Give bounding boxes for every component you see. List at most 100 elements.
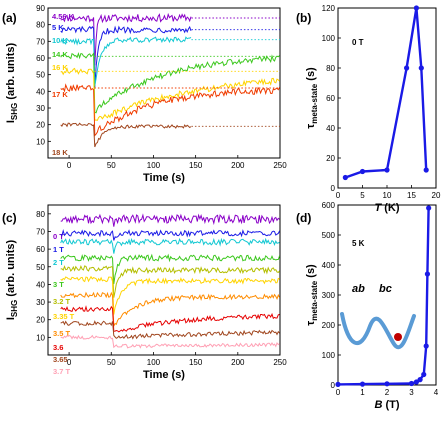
series-label: 1 T [53,245,64,254]
y-tick-label: 30 [36,104,45,113]
panel-b: 0 5 10 15 20 0 20 40 60 80 100 120 T (K) τmeta-state … [305,4,441,214]
data-point [417,377,423,383]
y-tick-label: 200 [322,321,336,330]
data-point [413,5,419,11]
series-label: 14 K [52,50,68,59]
x-tick-label: 15 [407,191,416,200]
data-point [384,381,390,387]
x-axis-label: B (T) [374,399,399,411]
series-label: 10 K [52,36,68,45]
trace-3-35-T [60,275,280,315]
series-label: 3.5 T [53,329,71,338]
plot-frame [337,204,437,386]
trace-0-T [60,213,280,227]
y-tick-label: 20 [326,154,335,163]
x-tick-label: 0 [336,388,341,397]
y-tick-label: 300 [322,291,336,300]
y-tick-label: 0 [331,184,336,193]
data-line [345,7,428,179]
x-axis-label: Time (s) [143,369,185,381]
annotation: 5 K [352,239,365,248]
ball-marker [394,333,402,341]
y-tick-label: 10 [36,137,45,146]
series-label: 3.7 T [53,367,71,376]
trace-3-2-T [60,264,280,298]
y-tick-label: 80 [36,210,45,219]
series-label: 2 T [53,258,64,267]
trace-5-K [60,25,192,88]
y-axis-label: ISHG (arb. units) [5,240,19,321]
y-tick-label: 0 [331,381,336,390]
series-label: 3.35 T [53,312,75,321]
series-label: 18 K [52,148,68,157]
y-tick-label: 30 [36,298,45,307]
x-tick-label: 250 [273,358,287,367]
y-tick-label: 400 [322,261,336,270]
series-label: 3.6 [53,343,63,352]
x-tick-label: 250 [273,161,287,170]
data-point [384,167,390,173]
y-tick-label: 60 [36,54,45,63]
x-tick-label: 150 [189,358,203,367]
y-tick-label: 120 [322,4,336,13]
data-point [335,381,341,387]
annotation: 0 T [352,38,364,47]
data-point [359,168,366,175]
x-axis-label: T (K) [374,202,399,214]
data-point [359,381,366,387]
y-tick-label: 70 [36,37,45,46]
y-tick-label: 50 [36,71,45,80]
x-tick-label: 200 [231,161,245,170]
y-axis-label: τmeta-state (s) [305,264,319,326]
inset-label-bc: bc [379,283,392,295]
y-tick-label: 50 [36,263,45,272]
x-tick-label: 50 [107,161,116,170]
y-tick-label: 40 [326,124,335,133]
series-label: 3 T [53,280,64,289]
series-label: 16 K [52,63,68,72]
y-tick-label: 600 [322,201,336,210]
series-label: 3.2 T [53,297,71,306]
trace-3-5-T [60,291,281,327]
series-label: 0 T [53,232,64,241]
y-tick-label: 500 [322,231,336,240]
x-tick-label: 0 [67,358,72,367]
y-tick-label: 10 [36,333,45,342]
series-label: 5 K [52,23,64,32]
y-tick-label: 40 [36,87,45,96]
trace-3-65 [60,320,280,340]
x-tick-label: 2 [385,388,390,397]
x-tick-label: 150 [189,161,203,170]
trace-17-K [60,83,281,137]
data-point [342,174,348,181]
x-tick-label: 0 [67,161,72,170]
trace-3-6 [60,305,280,333]
trace-10-K [60,36,192,86]
x-tick-label: 200 [231,358,245,367]
x-axis-label: Time (s) [143,172,185,184]
panel-d: 0 1 2 3 4 0 100 200 300 400 500 600 B (T) τmeta-state… [305,201,439,411]
y-tick-label: 20 [36,316,45,325]
data-point [418,65,424,71]
x-tick-label: 50 [107,358,116,367]
x-tick-label: 20 [432,191,441,200]
trace-16-K [60,66,280,121]
y-axis-label: τmeta-state (s) [305,67,319,129]
trace-1-T [60,228,281,241]
y-tick-label: 90 [36,4,45,13]
y-tick-label: 70 [36,227,45,236]
trace-18-K [60,122,192,148]
data-point [413,379,419,385]
x-tick-label: 3 [409,388,414,397]
data-line [337,207,430,386]
panel-d-label: (d) [296,211,311,225]
x-tick-label: 100 [147,358,161,367]
y-tick-label: 20 [36,121,45,130]
panel-c: 0 50 100 150 200 250 10 20 30 40 50 60 70 80 Time (s) I… [5,204,287,381]
panel-c-label: (c) [2,211,17,225]
data-point [426,205,432,211]
y-tick-label: 80 [36,21,45,30]
data-point [404,65,410,71]
trace-2-T [60,237,280,254]
